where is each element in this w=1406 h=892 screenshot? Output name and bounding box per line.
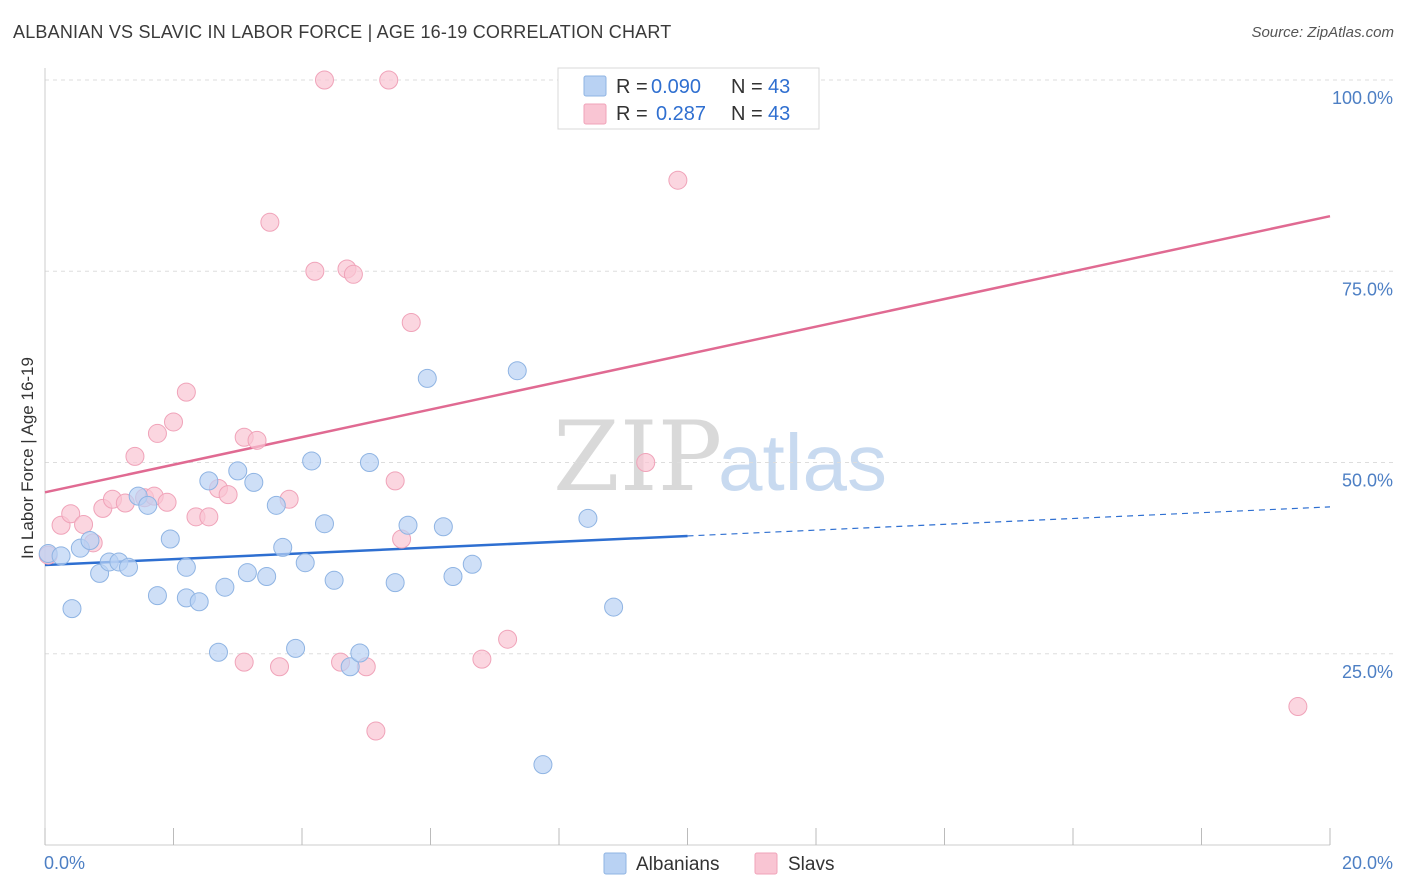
albanians-point — [578, 508, 598, 528]
albanians-point — [507, 361, 527, 381]
slavs-point — [270, 657, 290, 677]
axes — [44, 68, 1331, 846]
slavs-point — [379, 70, 399, 90]
albanians-point — [359, 453, 379, 472]
albanians-point — [286, 638, 306, 658]
slavs-point — [636, 453, 656, 472]
albanians-point — [385, 573, 405, 593]
slavs-point — [199, 507, 219, 527]
y-tick-label: 75.0% — [1342, 279, 1393, 299]
albanians-point — [215, 577, 235, 597]
albanians-trend-extension — [687, 506, 1331, 537]
albanians-point — [237, 563, 257, 583]
x-tick-label: 0.0% — [44, 853, 85, 873]
watermark-atlas: atlas — [718, 418, 887, 507]
albanians-point — [119, 557, 139, 577]
legend-n-label-slavs: N = — [731, 103, 763, 125]
series-legend: Albanians Slavs — [603, 852, 834, 875]
albanians-point — [604, 597, 624, 617]
slavs-point — [176, 382, 196, 402]
legend-r-label-slavs: R = — [616, 103, 648, 125]
albanians-point — [462, 554, 482, 574]
legend-label-albanians: Albanians — [636, 854, 719, 875]
albanians-point — [350, 643, 370, 663]
legend-label-slavs: Slavs — [788, 854, 834, 875]
albanians-point — [324, 570, 344, 590]
slavs-point — [157, 492, 177, 512]
albanians-point — [228, 461, 248, 481]
y-tick-label: 50.0% — [1342, 471, 1393, 491]
legend-swatch-albanians — [583, 75, 607, 97]
slavs-point — [164, 412, 183, 432]
slavs-point — [343, 264, 363, 284]
albanians-point — [199, 471, 219, 491]
albanians-point — [176, 557, 196, 577]
slavs-point — [147, 423, 167, 443]
slavs-point — [234, 652, 254, 672]
slavs-point — [668, 170, 688, 190]
slavs-point — [498, 629, 518, 649]
y-tick-labels: 25.0% 50.0% 75.0% 100.0% — [1332, 88, 1393, 682]
legend-swatch-slavs — [583, 103, 607, 125]
albanians-point — [295, 553, 315, 573]
slavs-point — [472, 649, 492, 669]
albanians-point — [443, 566, 463, 586]
albanians-point — [160, 529, 180, 549]
albanians-trend-line — [44, 534, 688, 567]
albanians-point — [302, 451, 322, 471]
correlation-legend: R = 0.090 N = 43 R = 0.287 N = 43 — [557, 67, 820, 130]
y-tick-label: 100.0% — [1332, 88, 1393, 108]
albanians-point — [340, 657, 360, 677]
slavs-point — [61, 504, 81, 524]
slavs-point — [260, 212, 280, 232]
albanians-point — [417, 368, 437, 388]
albanians-point — [314, 514, 334, 534]
albanians-point — [433, 517, 453, 537]
slavs-point — [218, 485, 238, 505]
albanians-point — [147, 586, 167, 606]
slavs-point — [305, 261, 325, 281]
albanians-point — [51, 546, 71, 566]
watermark: ZIP atlas — [553, 401, 887, 513]
slavs-point — [366, 721, 386, 741]
albanians-point — [244, 472, 264, 492]
albanians-point — [273, 537, 293, 557]
chart-source: Source: ZipAtlas.com — [1251, 24, 1394, 41]
watermark-zip: ZIP — [553, 401, 722, 513]
legend-n-value-slavs: 43 — [768, 103, 790, 125]
albanians-point — [208, 642, 228, 662]
slavs-point — [385, 471, 405, 491]
legend-swatch-albanians-bottom — [603, 852, 627, 875]
legend-n-label-albanians: N = — [731, 76, 763, 98]
albanians-point — [266, 495, 286, 515]
albanians-point — [62, 599, 82, 619]
legend-n-value-albanians: 43 — [768, 76, 790, 98]
slavs-point — [247, 430, 267, 450]
chart-title: ALBANIAN VS SLAVIC IN LABOR FORCE | AGE … — [13, 22, 672, 42]
albanians-point — [189, 592, 209, 612]
x-tick-labels: 0.0% 20.0% — [44, 853, 1393, 873]
albanians-point — [398, 515, 418, 535]
albanians-point — [533, 755, 553, 775]
y-tick-label: 25.0% — [1342, 662, 1393, 682]
albanians-point — [138, 495, 158, 515]
albanians-point — [80, 531, 100, 551]
slavs-point — [1288, 697, 1308, 717]
slavs-point — [74, 514, 94, 534]
albanians-point — [257, 566, 277, 586]
legend-swatch-slavs-bottom — [754, 852, 778, 875]
legend-r-value-albanians: 0.090 — [651, 76, 701, 98]
slavs-point — [125, 446, 145, 466]
legend-r-value-slavs: 0.287 — [656, 103, 706, 125]
legend-r-label-albanians: R = — [616, 76, 648, 98]
slavs-point — [314, 70, 334, 90]
x-tick-label: 20.0% — [1342, 853, 1393, 873]
y-axis-label: In Labor Force | Age 16-19 — [18, 357, 37, 559]
slavs-point — [401, 313, 421, 333]
